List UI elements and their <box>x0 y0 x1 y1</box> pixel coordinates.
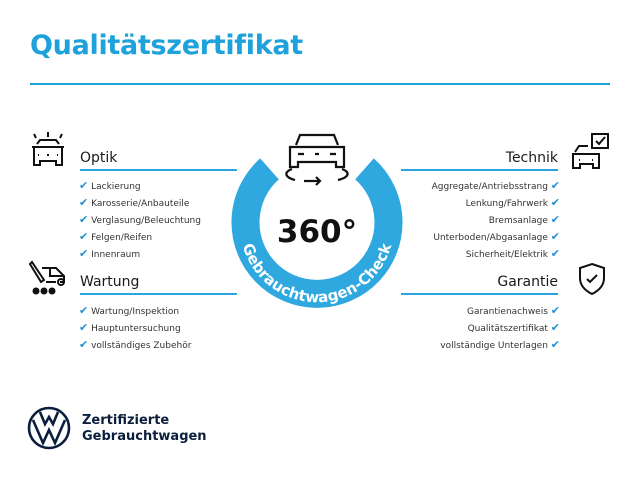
list-item: ✔ Lackierung <box>79 179 141 192</box>
list-item: ✔ Wartung/Inspektion <box>79 304 180 317</box>
list-item: Aggregate/Antriebsstrang ✔ <box>431 179 560 192</box>
check-icon: ✔ <box>79 321 89 334</box>
section-heading-wartung: Wartung <box>80 274 140 290</box>
check-icon: ✔ <box>79 230 89 243</box>
brand-label: Zertifizierte Gebrauchtwagen <box>82 413 207 445</box>
shield-check-icon <box>579 262 605 296</box>
list-item: Qualitätszertifikat ✔ <box>467 321 560 334</box>
list-optik: ✔ Lackierung ✔ Karosserie/Anbauteile ✔ V… <box>79 178 201 263</box>
list-technik: Aggregate/Antriebsstrang ✔ Lenkung/Fahrw… <box>432 178 560 263</box>
divider <box>401 293 558 295</box>
list-item: Unterboden/Abgasanlage ✔ <box>433 230 560 243</box>
check-icon: ✔ <box>550 196 560 209</box>
list-item: Sicherheit/Elektrik ✔ <box>465 247 560 260</box>
car-checkbox-icon <box>572 133 609 169</box>
list-item: ✔ Hauptuntersuchung <box>79 321 181 334</box>
check-icon: ✔ <box>550 321 560 334</box>
list-item: ✔ Verglasung/Beleuchtung <box>79 213 201 226</box>
section-heading-optik: Optik <box>80 150 118 166</box>
check-icon: ✔ <box>79 196 89 209</box>
list-item: Bremsanlage ✔ <box>488 213 560 226</box>
list-wartung: ✔ Wartung/Inspektion ✔ Hauptuntersuchung… <box>79 303 191 354</box>
car-rotate-icon <box>285 133 349 186</box>
check-icon: ✔ <box>550 247 560 260</box>
list-item: ✔ Karosserie/Anbauteile <box>79 196 190 209</box>
check-icon: ✔ <box>79 338 89 351</box>
check-icon: ✔ <box>550 338 560 351</box>
check-icon: ✔ <box>550 213 560 226</box>
list-item: ✔ Innenraum <box>79 247 141 260</box>
badge-ring <box>231 158 403 308</box>
check-icon: ✔ <box>79 247 89 260</box>
check-icon: ✔ <box>550 179 560 192</box>
check-icon: ✔ <box>79 179 89 192</box>
check-icon: ✔ <box>79 304 89 317</box>
section-heading-garantie: Garantie <box>497 274 558 290</box>
check-icon: ✔ <box>550 230 560 243</box>
list-item: vollständige Unterlagen ✔ <box>440 338 560 351</box>
title-divider <box>30 83 610 85</box>
section-heading-technik: Technik <box>505 150 558 166</box>
list-item: ✔ vollständiges Zubehör <box>79 338 192 351</box>
check-icon: ✔ <box>550 304 560 317</box>
divider <box>80 169 237 171</box>
360-check-badge: 360° Gebrauchtwagen-Check <box>231 133 403 308</box>
list-item: Lenkung/Fahrwerk ✔ <box>465 196 560 209</box>
vw-logo <box>27 406 71 450</box>
list-item: ✔ Felgen/Reifen <box>79 230 153 243</box>
car-lights-icon <box>32 132 64 166</box>
brand-line-2: Gebrauchtwagen <box>82 429 207 444</box>
brand-line-1: Zertifizierte <box>82 413 170 428</box>
badge-number: 360° <box>277 214 357 250</box>
list-item: Garantienachweis ✔ <box>466 304 560 317</box>
divider <box>401 169 558 171</box>
service-truck-icon <box>28 260 65 295</box>
page-title: Qualitätszertifikat <box>30 30 303 61</box>
divider <box>80 293 237 295</box>
list-garantie: Garantienachweis ✔ Qualitätszertifikat ✔… <box>440 303 560 354</box>
check-icon: ✔ <box>79 213 89 226</box>
